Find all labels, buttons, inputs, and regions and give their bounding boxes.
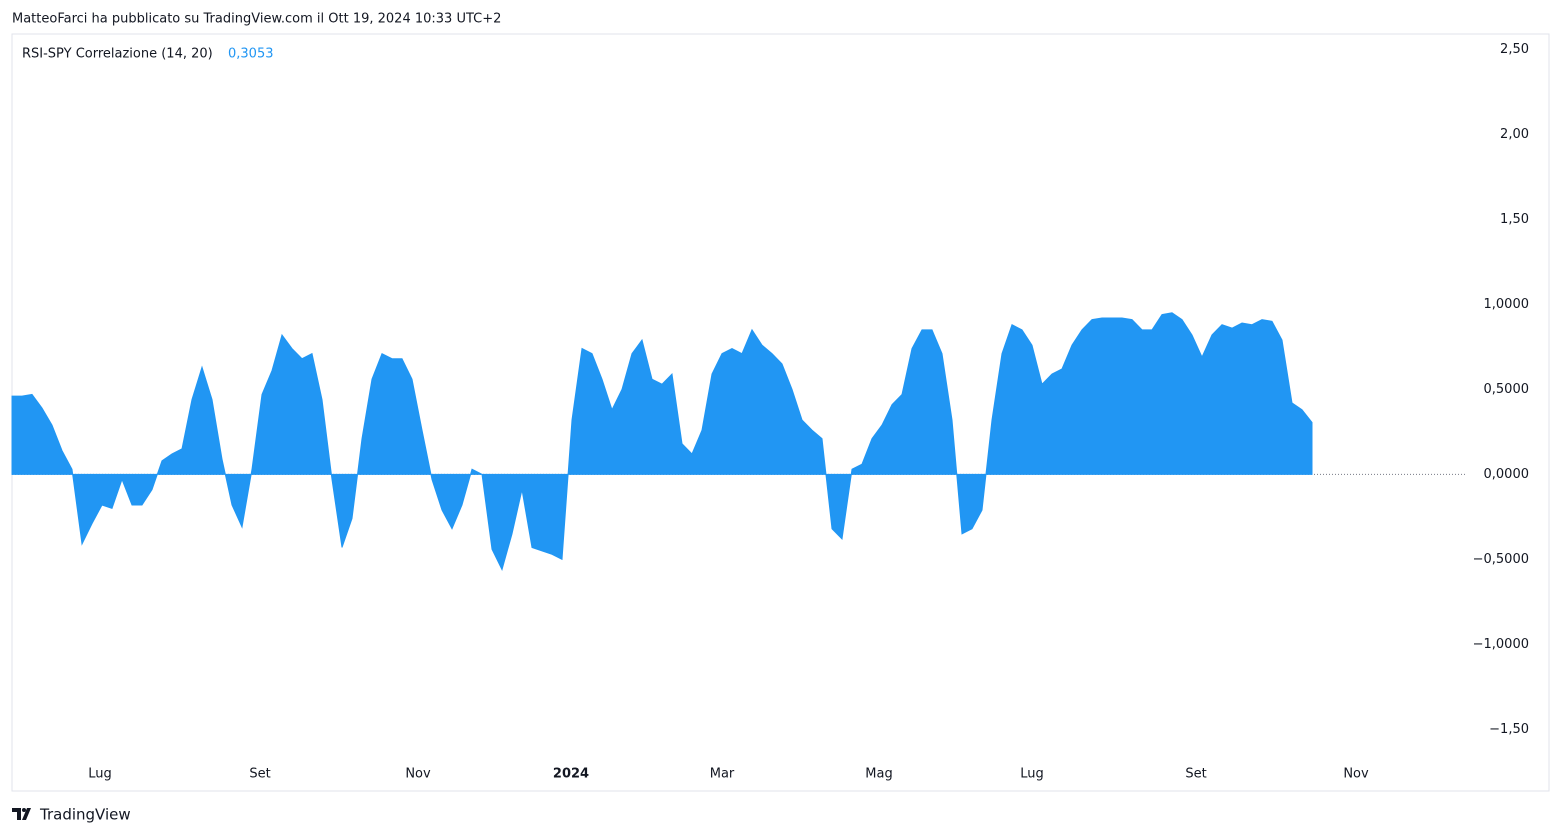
logo — [12, 808, 31, 820]
y-tick-label: 2,00 — [1500, 127, 1529, 142]
y-tick-label: −1,50 — [1489, 722, 1529, 737]
y-tick-label: 1,50 — [1500, 212, 1529, 227]
x-tick-label: Nov — [405, 767, 431, 782]
x-tick-label: Set — [249, 767, 270, 782]
y-tick-label: 0,0000 — [1484, 467, 1530, 482]
footer-brand: TradingView — [39, 806, 131, 824]
x-tick-label: 2024 — [553, 767, 589, 782]
y-tick-label: 2,50 — [1500, 42, 1529, 57]
x-tick-label: Mar — [710, 767, 735, 782]
x-tick-label: Set — [1185, 767, 1206, 782]
x-tick-label: Lug — [88, 767, 112, 782]
y-tick-label: 1,0000 — [1484, 297, 1530, 312]
y-tick-label: −1,0000 — [1473, 637, 1529, 652]
x-tick-label: Lug — [1020, 767, 1044, 782]
indicator-name: RSI-SPY Correlazione (14, 20) — [22, 47, 213, 62]
y-tick-label: 0,5000 — [1484, 382, 1530, 397]
indicator-value: 0,3053 — [228, 47, 274, 62]
x-tick-label: Mag — [865, 767, 892, 782]
x-tick-label: Nov — [1343, 767, 1369, 782]
y-tick-label: −0,5000 — [1473, 552, 1529, 567]
area — [11, 312, 1313, 571]
caption: MatteoFarci ha pubblicato su TradingView… — [12, 12, 501, 27]
